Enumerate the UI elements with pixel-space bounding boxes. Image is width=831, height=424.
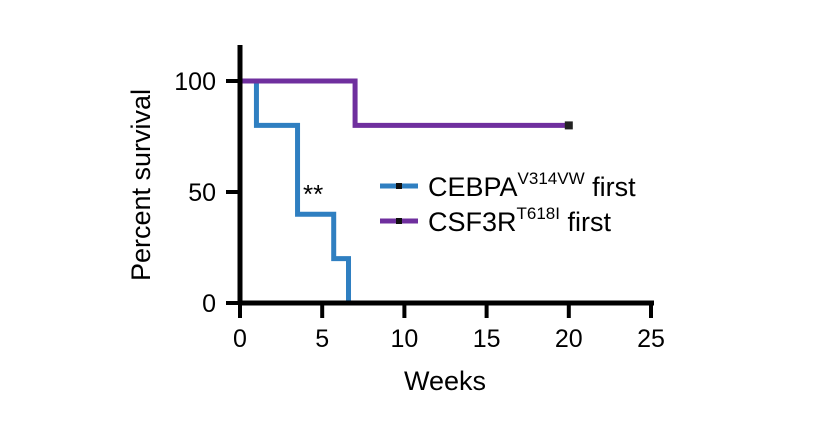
censor-mark [564, 121, 573, 130]
x-axis-ticks: 0 5 10 15 20 25 [233, 303, 665, 353]
legend-marker [396, 183, 402, 189]
y-tick-label: 50 [188, 179, 216, 207]
x-tick-label: 25 [637, 325, 665, 353]
series-line-cebpa [240, 78, 352, 303]
y-tick-label: 100 [174, 68, 216, 96]
legend-label-cebpa: CEBPAV314VW first [428, 169, 636, 202]
y-axis-title: Percent survival [126, 89, 156, 281]
y-axis-ticks: 0 50 100 [174, 68, 240, 318]
x-tick-label: 0 [233, 325, 247, 353]
significance-annotation: ** [303, 179, 323, 209]
x-tick-label: 15 [473, 325, 501, 353]
legend-label-csf3r: CSF3RT618I first [428, 204, 611, 237]
x-tick-label: 20 [555, 325, 583, 353]
legend-marker [396, 218, 402, 224]
x-tick-label: 5 [315, 325, 329, 353]
y-tick-label: 0 [202, 290, 216, 318]
x-axis-title: Weeks [404, 366, 486, 396]
series-line-csf3r [240, 78, 569, 128]
plot-area [240, 78, 573, 303]
x-tick-label: 10 [390, 325, 418, 353]
